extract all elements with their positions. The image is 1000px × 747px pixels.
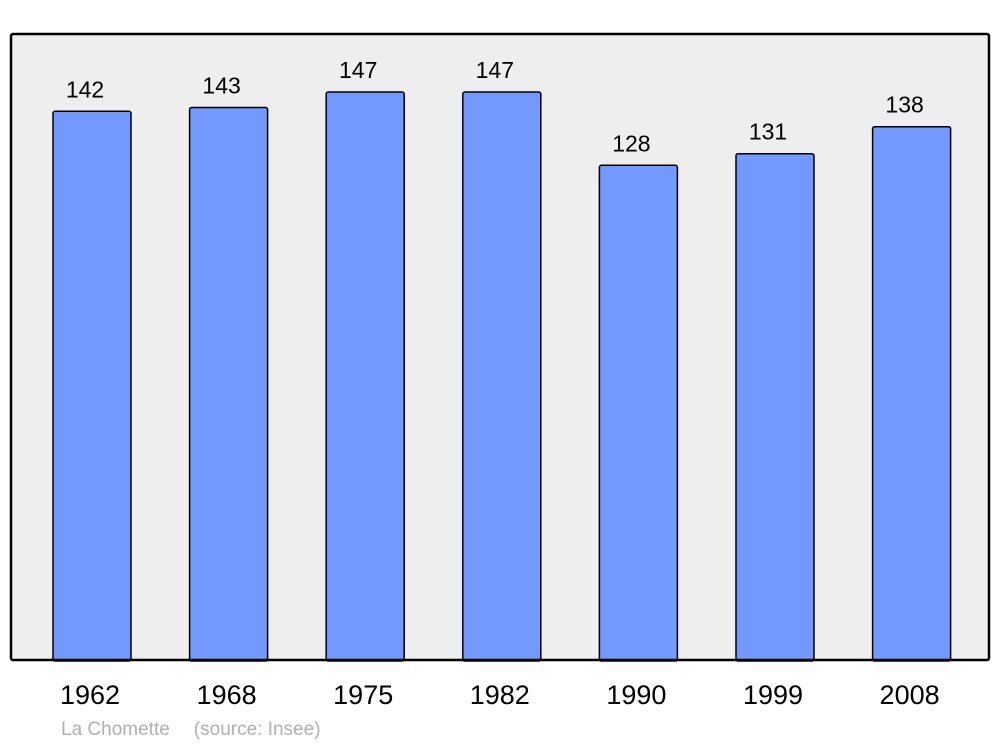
x-tick-label-1999: 1999 <box>743 680 803 710</box>
bar-1975 <box>325 91 405 662</box>
data-label-1968: 143 <box>202 72 240 98</box>
data-label-1999: 131 <box>749 119 787 145</box>
plot-border <box>9 32 991 662</box>
data-label-1990: 128 <box>612 130 650 156</box>
bar-1999 <box>735 152 815 662</box>
x-tick-label-1990: 1990 <box>606 680 666 710</box>
data-label-1975: 147 <box>339 57 377 83</box>
bar-1990 <box>598 164 679 662</box>
bar-1982 <box>462 91 542 662</box>
x-tick-label-1968: 1968 <box>197 680 257 710</box>
data-label-1962: 142 <box>66 76 104 102</box>
x-tick-label-1975: 1975 <box>333 680 393 710</box>
caption-source: (source: Insee) <box>193 719 321 740</box>
chart-caption: La Chomette (source: Insee) <box>61 719 345 741</box>
bar-1962 <box>52 110 132 662</box>
x-tick-label-1982: 1982 <box>470 680 530 710</box>
bar-1968 <box>188 106 269 662</box>
x-tick-label-2008: 2008 <box>880 680 940 710</box>
x-tick-label-1962: 1962 <box>60 680 120 710</box>
bar-2008 <box>871 125 952 662</box>
caption-place: La Chomette <box>61 719 170 740</box>
data-label-2008: 138 <box>885 92 923 118</box>
data-label-1982: 147 <box>476 57 514 83</box>
